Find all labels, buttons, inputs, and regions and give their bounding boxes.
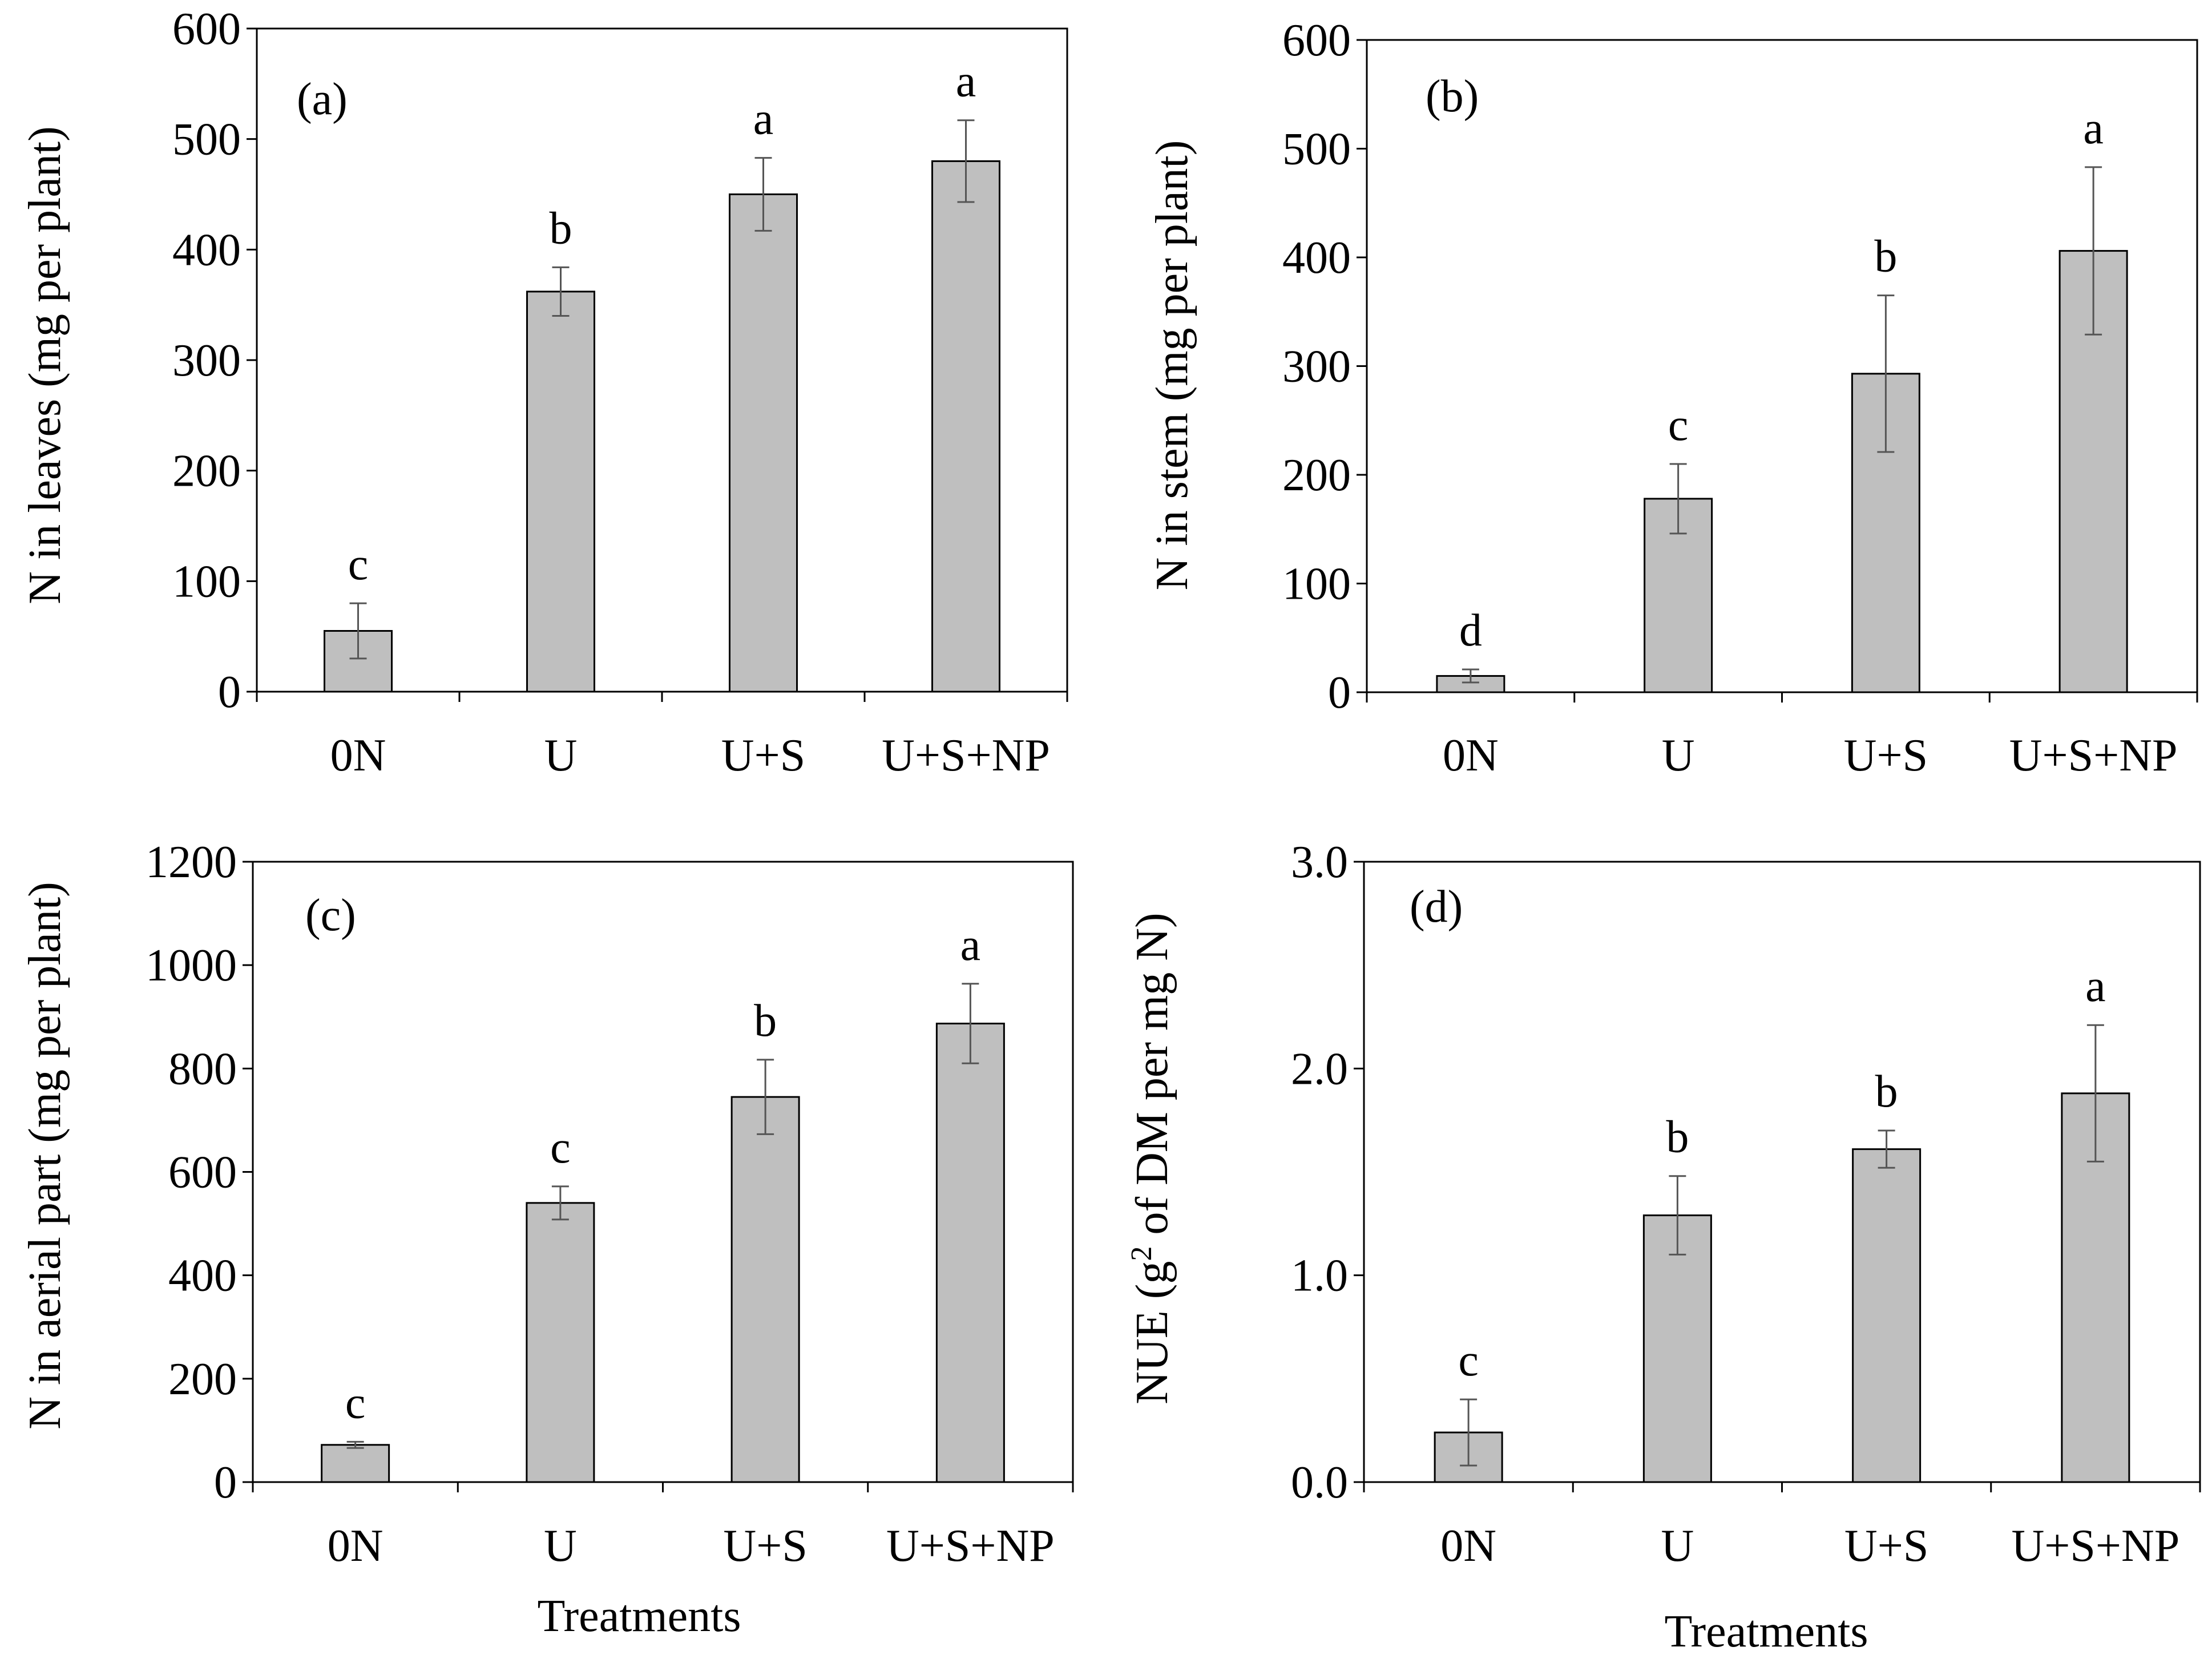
panel-c-significance-2: b — [754, 996, 777, 1046]
panel-a-category-label-0: 0N — [330, 730, 386, 781]
panel-d-significance-2: b — [1875, 1067, 1898, 1117]
panel-c-plot: 0 200 400 600 800 1000 1200 c 0N c Ub U+S a U+S+NP — [146, 837, 1074, 1571]
panel-b-ytick-label: 200 — [1282, 450, 1351, 500]
panel-a-category-label-2: U+S — [721, 730, 805, 781]
panel-a-significance-3: a — [956, 56, 976, 107]
panel-c-category-label-3: U+S+NP — [886, 1521, 1055, 1571]
panel-a-ytick-label: 600 — [172, 4, 241, 54]
panel-a-bar-2 — [729, 193, 798, 693]
panel-d-ytick-label: 2.0 — [1291, 1044, 1348, 1094]
panel-b-ytick-label: 100 — [1282, 559, 1351, 609]
panel-a-label: (a) — [297, 74, 348, 124]
panel-a-bar-1 — [526, 290, 595, 693]
panel-c-ytick-label: 1200 — [146, 837, 237, 887]
panel-b-ytick-label: 300 — [1282, 342, 1351, 392]
panel-a-plot: 0 100 200 300 400 500 600 c 0N b Ua U+S a U+S+NP — [172, 4, 1068, 781]
panel-d-ylabel: NUE (g2 of DM per mg N) — [1125, 913, 1178, 1404]
panel-a-ytick-label: 400 — [172, 225, 241, 275]
panel-c-ytick-label: 200 — [168, 1354, 237, 1404]
panel-b-ytick-label: 400 — [1282, 233, 1351, 283]
panel-b-ytick-label: 500 — [1282, 124, 1351, 175]
panel-a-bar-3 — [931, 160, 1000, 693]
panel-d-xlabel: Treatments — [1664, 1606, 1868, 1655]
panel-b-category-label-2: U+S — [1844, 730, 1928, 781]
panel-a-ytick-label: 100 — [172, 556, 241, 607]
panel-c-ytick-label: 0 — [214, 1458, 237, 1508]
panel-b-ylabel: N in stem (mg per plant) — [1147, 140, 1197, 591]
panel-d-category-label-1: U — [1661, 1521, 1694, 1571]
panel-c-category-label-1: U — [544, 1521, 577, 1571]
panel-b-label: (b) — [1426, 71, 1479, 122]
panel-b-bar-2 — [1851, 373, 1920, 693]
panel-a: (a) N in leaves (mg per plant) — [20, 74, 348, 604]
panel-c-ytick-label: 800 — [168, 1044, 237, 1094]
panel-a-category-label-3: U+S+NP — [882, 730, 1050, 781]
panel-d-bar-1 — [1642, 1214, 1712, 1483]
panel-b-significance-3: a — [2083, 103, 2104, 154]
panel-c-label: (c) — [305, 890, 356, 940]
panel-a-ytick-label: 300 — [172, 336, 241, 386]
panel-a-significance-2: a — [753, 94, 774, 144]
panel-c: (c) N in aerial part (mg per plant) Trea… — [20, 882, 741, 1641]
panel-d: (d) NUE (g2 of DM per mg N) Treatments — [1125, 882, 1868, 1655]
panel-b-significance-2: b — [1874, 232, 1897, 282]
panel-d-ylabel-post: of DM per mg N) — [1127, 913, 1177, 1246]
panel-c-ytick-label: 1000 — [146, 940, 237, 991]
panel-c-significance-1: c — [550, 1123, 571, 1173]
panel-d-ylabel-pre: NUE (g — [1127, 1261, 1177, 1404]
panel-d-category-label-0: 0N — [1440, 1521, 1496, 1571]
panel-b-ytick-label: 600 — [1282, 15, 1351, 66]
panel-c-ytick-label: 600 — [168, 1148, 237, 1198]
panel-b-plot: 0 100 200 300 400 500 600 d 0N c Ub U+S a U+S+NP — [1282, 15, 2198, 781]
panel-a-significance-0: c — [348, 539, 369, 590]
panel-d-ytick-label: 1.0 — [1291, 1251, 1348, 1301]
panel-a-ytick-label: 500 — [172, 115, 241, 165]
panel-c-category-label-2: U+S — [723, 1521, 807, 1571]
panel-d-label: (d) — [1410, 882, 1463, 932]
panel-c-xlabel: Treatments — [537, 1591, 741, 1641]
panel-a-significance-1: b — [550, 203, 572, 253]
panel-d-bar-2 — [1852, 1148, 1922, 1483]
panel-b-category-label-1: U — [1662, 730, 1695, 781]
panel-b-significance-0: d — [1459, 606, 1482, 656]
panel-d-ylabel-sup: 2 — [1125, 1246, 1158, 1261]
panel-b: (b) N in stem (mg per plant) — [1147, 71, 1479, 590]
panel-c-bar-1 — [526, 1202, 595, 1483]
panel-d-significance-1: b — [1666, 1112, 1689, 1162]
panel-d-significance-3: a — [2085, 961, 2106, 1011]
panel-c-bar-2 — [730, 1096, 800, 1483]
panel-c-ylabel: N in aerial part (mg per plant) — [20, 882, 70, 1430]
panel-c-bar-3 — [935, 1023, 1005, 1483]
panel-a-ytick-label: 200 — [172, 446, 241, 496]
panel-c-ytick-label: 400 — [168, 1251, 237, 1301]
panel-d-plot: 0.0 1.0 2.0 3.0 c 0N b Ub U+S a U+S+NP — [1291, 837, 2201, 1571]
panel-b-category-label-0: 0N — [1443, 730, 1499, 781]
panel-b-ytick-label: 0 — [1328, 668, 1351, 718]
panel-d-category-label-2: U+S — [1844, 1521, 1928, 1571]
panel-b-category-label-3: U+S+NP — [2009, 730, 2178, 781]
panel-d-significance-0: c — [1458, 1335, 1479, 1386]
panel-a-ytick-label: 0 — [218, 667, 241, 717]
panel-c-category-label-0: 0N — [328, 1521, 384, 1571]
panel-c-significance-0: c — [345, 1378, 366, 1428]
panel-c-significance-3: a — [960, 920, 981, 970]
panel-d-ytick-label: 0.0 — [1291, 1458, 1348, 1508]
panel-b-significance-1: c — [1668, 400, 1689, 450]
panel-d-ytick-label: 3.0 — [1291, 837, 1348, 887]
panel-a-ylabel: N in leaves (mg per plant) — [20, 126, 70, 604]
panel-c-bar-0 — [321, 1444, 390, 1483]
panel-a-category-label-1: U — [544, 730, 578, 781]
panel-d-category-label-3: U+S+NP — [2011, 1521, 2179, 1571]
